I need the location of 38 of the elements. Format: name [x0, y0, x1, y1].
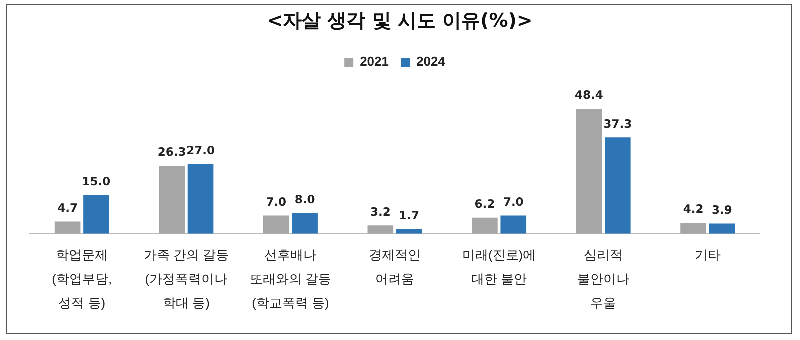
x-tick-label: 경제적인 어려움: [369, 247, 421, 287]
bar: [396, 229, 422, 234]
data-label: 4.7: [58, 200, 78, 215]
data-label: 37.3: [604, 116, 632, 131]
bar: [263, 216, 290, 234]
data-label: 3.9: [712, 203, 732, 218]
x-tick-label: 미래(진로)에 대한 불안: [462, 247, 536, 287]
data-label: 4.2: [683, 202, 704, 216]
bar: [54, 222, 81, 234]
x-tick-label: 선후배나 또래와의 갈등 (학교폭력 등): [250, 247, 332, 311]
x-tick-label: 가족 간의 갈등 (가정폭력이나 학대 등): [144, 247, 230, 311]
bar: [84, 195, 110, 234]
bar: [680, 223, 706, 234]
bar: [292, 213, 318, 234]
x-tick-label: 기타: [694, 247, 721, 262]
data-label: 48.4: [575, 88, 604, 102]
x-tick-label: 학업문제 (학업부담, 성적 등): [52, 247, 112, 311]
data-label: 7.0: [503, 195, 524, 210]
x-tick-label: 심리적 불안이나 우울: [578, 247, 630, 311]
bar: [500, 216, 527, 234]
data-label: 6.2: [474, 197, 496, 212]
bar: [709, 224, 736, 234]
data-label: 26.3: [158, 145, 186, 160]
data-label: 27.0: [186, 143, 215, 158]
bar: [472, 218, 498, 234]
data-label: 1.7: [399, 208, 420, 223]
bar: [576, 108, 602, 234]
data-label: 3.2: [370, 204, 391, 219]
bar: [159, 166, 185, 234]
legend-label: 2021: [360, 54, 389, 70]
bar: [188, 164, 214, 234]
legend-label: 2024: [416, 54, 446, 70]
data-label: 7.0: [266, 195, 287, 210]
data-label: 8.0: [294, 192, 316, 206]
data-label: 15.0: [82, 174, 111, 188]
bar: [605, 138, 631, 234]
bar: [368, 226, 394, 234]
chart-title: <자살 생각 및 시도 이유(%)>: [266, 9, 534, 34]
